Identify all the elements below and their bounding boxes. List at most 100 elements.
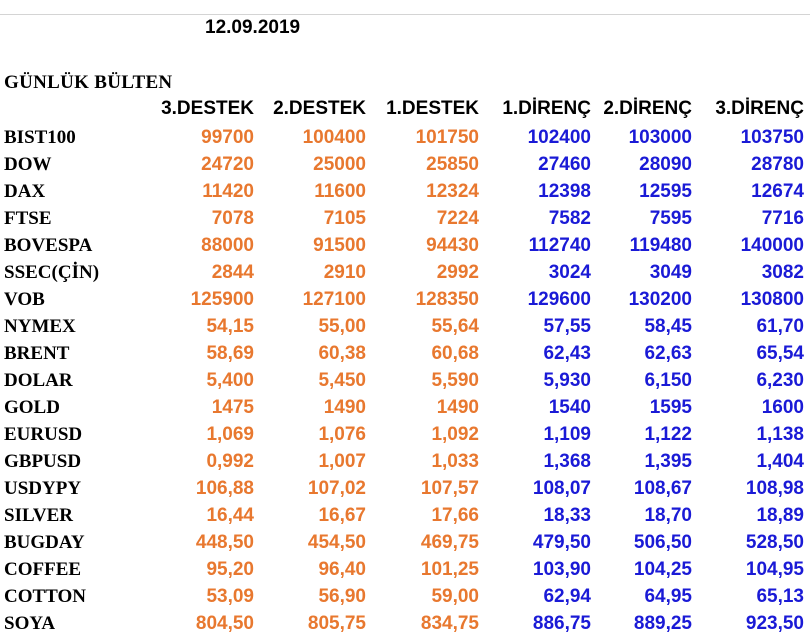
- resistance-value: 1,122: [644, 424, 692, 445]
- support-value: 16,67: [318, 505, 366, 526]
- table-row: BOVESPA 88000 91500 94430 112740 119480 140000: [0, 232, 810, 259]
- support-value: 106,88: [195, 478, 254, 499]
- header-3-resistance: 3.DİRENÇ: [715, 98, 804, 119]
- resistance-value: 1,404: [756, 451, 804, 472]
- bulletin-date: 12.09.2019: [205, 17, 301, 38]
- resistance-value: 61,70: [756, 316, 804, 337]
- header-2-resistance: 2.DİRENÇ: [603, 98, 692, 119]
- resistance-value: 65,54: [756, 343, 804, 364]
- instrument-name: BUGDAY: [4, 532, 85, 553]
- instrument-name: SILVER: [4, 505, 74, 526]
- support-value: 1,092: [431, 424, 479, 445]
- resistance-value: 923,50: [745, 613, 804, 634]
- table-row: EURUSD 1,069 1,076 1,092 1,109 1,122 1,138: [0, 421, 810, 448]
- instrument-name: GOLD: [4, 397, 60, 418]
- support-value: 99700: [201, 127, 254, 148]
- resistance-value: 18,89: [756, 505, 804, 526]
- support-value: 7078: [211, 208, 254, 229]
- instrument-name: FTSE: [4, 208, 52, 229]
- resistance-value: 57,55: [543, 316, 591, 337]
- resistance-value: 6,150: [644, 370, 692, 391]
- support-value: 7224: [436, 208, 479, 229]
- support-value: 2844: [211, 262, 254, 283]
- resistance-value: 103750: [740, 127, 804, 148]
- table-row: GBPUSD 0,992 1,007 1,033 1,368 1,395 1,404: [0, 448, 810, 475]
- support-value: 58,69: [206, 343, 254, 364]
- header-2-support: 2.DESTEK: [273, 98, 366, 119]
- support-value: 7105: [323, 208, 366, 229]
- support-value: 60,38: [318, 343, 366, 364]
- resistance-value: 119480: [629, 235, 692, 256]
- support-value: 5,400: [206, 370, 254, 391]
- table-row: SILVER 16,44 16,67 17,66 18,33 18,70 18,89: [0, 502, 810, 529]
- table-row: DAX 11420 11600 12324 12398 12595 12674: [0, 178, 810, 205]
- instrument-name: DAX: [4, 181, 46, 202]
- resistance-value: 3082: [761, 262, 804, 283]
- support-value: 11600: [314, 181, 366, 202]
- resistance-value: 886,75: [532, 613, 591, 634]
- resistance-value: 112740: [528, 235, 591, 256]
- resistance-value: 28780: [751, 154, 804, 175]
- table-body: BIST100 99700 100400 101750 102400 103000 1037…: [0, 124, 810, 637]
- support-value: 101750: [415, 127, 479, 148]
- resistance-value: 5,930: [543, 370, 591, 391]
- support-value: 1,007: [318, 451, 366, 472]
- table-row: NYMEX 54,15 55,00 55,64 57,55 58,45 61,70: [0, 313, 810, 340]
- table-row: BRENT 58,69 60,38 60,68 62,43 62,63 65,54: [0, 340, 810, 367]
- support-value: 107,02: [307, 478, 366, 499]
- resistance-value: 479,50: [532, 532, 591, 553]
- support-value: 54,15: [206, 316, 254, 337]
- instrument-name: NYMEX: [4, 316, 76, 337]
- resistance-value: 12595: [639, 181, 692, 202]
- support-value: 55,00: [318, 316, 366, 337]
- instrument-name: GBPUSD: [4, 451, 82, 472]
- support-value: 125900: [190, 289, 254, 310]
- resistance-value: 7582: [548, 208, 591, 229]
- support-value: 95,20: [206, 559, 254, 580]
- support-value: 25000: [313, 154, 366, 175]
- support-value: 1475: [211, 397, 254, 418]
- support-value: 1490: [323, 397, 366, 418]
- support-value: 805,75: [307, 613, 366, 634]
- support-value: 59,00: [431, 586, 479, 607]
- support-value: 5,590: [431, 370, 479, 391]
- support-value: 100400: [302, 127, 366, 148]
- table-row: DOLAR 5,400 5,450 5,590 5,930 6,150 6,230: [0, 367, 810, 394]
- instrument-name: COTTON: [4, 586, 87, 607]
- table-row: COTTON 53,09 56,90 59,00 62,94 64,95 65,13: [0, 583, 810, 610]
- instrument-name: SOYA: [4, 613, 56, 634]
- resistance-value: 27460: [538, 154, 591, 175]
- table-row: DOW 24720 25000 25850 27460 28090 28780: [0, 151, 810, 178]
- resistance-value: 1,109: [543, 424, 591, 445]
- resistance-value: 3024: [548, 262, 591, 283]
- support-value: 2910: [323, 262, 366, 283]
- support-value: 1490: [436, 397, 479, 418]
- resistance-value: 1595: [649, 397, 692, 418]
- resistance-value: 18,33: [543, 505, 591, 526]
- support-value: 469,75: [420, 532, 479, 553]
- resistance-value: 506,50: [633, 532, 692, 553]
- resistance-value: 6,230: [756, 370, 804, 391]
- support-value: 107,57: [420, 478, 479, 499]
- support-value: 17,66: [431, 505, 479, 526]
- support-value: 91500: [313, 235, 366, 256]
- support-value: 1,069: [206, 424, 254, 445]
- bulletin-title: GÜNLÜK BÜLTEN: [4, 72, 173, 93]
- resistance-value: 108,67: [633, 478, 692, 499]
- resistance-value: 108,98: [745, 478, 804, 499]
- support-value: 804,50: [195, 613, 254, 634]
- support-value: 128350: [415, 289, 479, 310]
- resistance-value: 1600: [761, 397, 804, 418]
- resistance-value: 18,70: [644, 505, 692, 526]
- resistance-value: 1,138: [756, 424, 804, 445]
- resistance-value: 62,94: [543, 586, 591, 607]
- resistance-value: 1,368: [543, 451, 591, 472]
- resistance-value: 65,13: [756, 586, 804, 607]
- support-value: 56,90: [318, 586, 366, 607]
- resistance-value: 3049: [649, 262, 692, 283]
- resistance-value: 103000: [628, 127, 692, 148]
- resistance-value: 889,25: [633, 613, 692, 634]
- resistance-value: 28090: [639, 154, 692, 175]
- table-row: SSEC(ÇİN) 2844 2910 2992 3024 3049 3082: [0, 259, 810, 286]
- header-1-support: 1.DESTEK: [386, 98, 479, 119]
